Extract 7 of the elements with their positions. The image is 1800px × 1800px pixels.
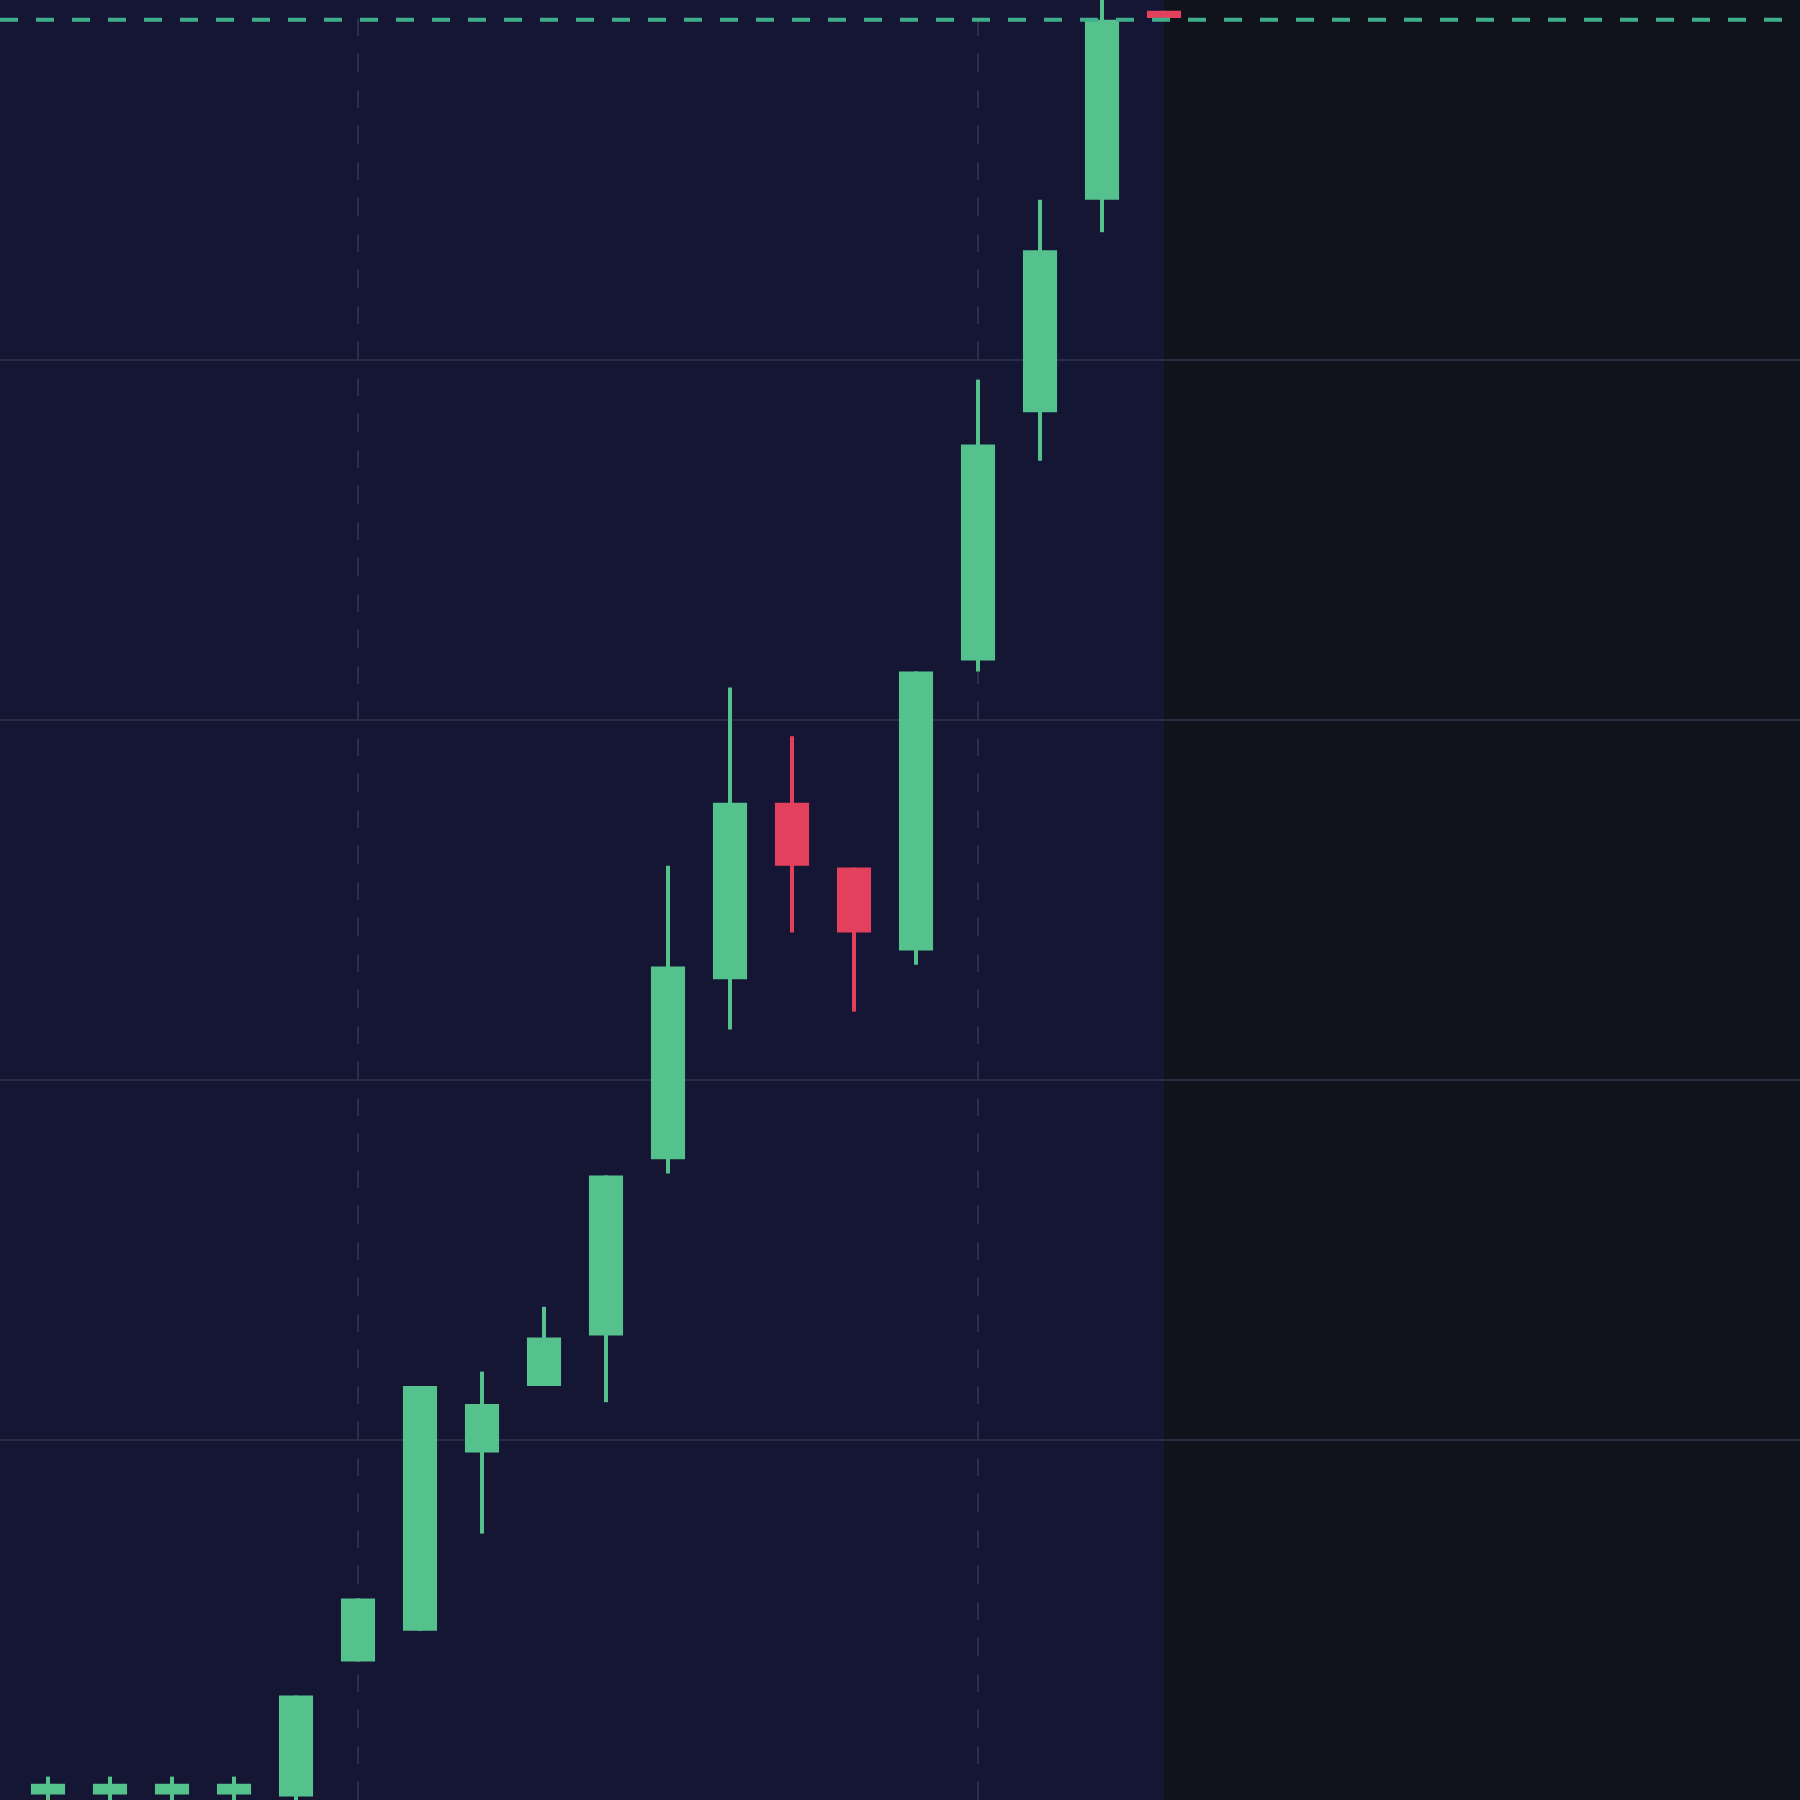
candlestick — [30, 1774, 66, 1800]
candlestick — [154, 1774, 190, 1800]
candlestick — [1146, 8, 1182, 20]
candlestick — [340, 1596, 376, 1664]
candlestick — [216, 1774, 252, 1800]
candlestick — [402, 1384, 438, 1633]
candlestick — [92, 1774, 128, 1800]
